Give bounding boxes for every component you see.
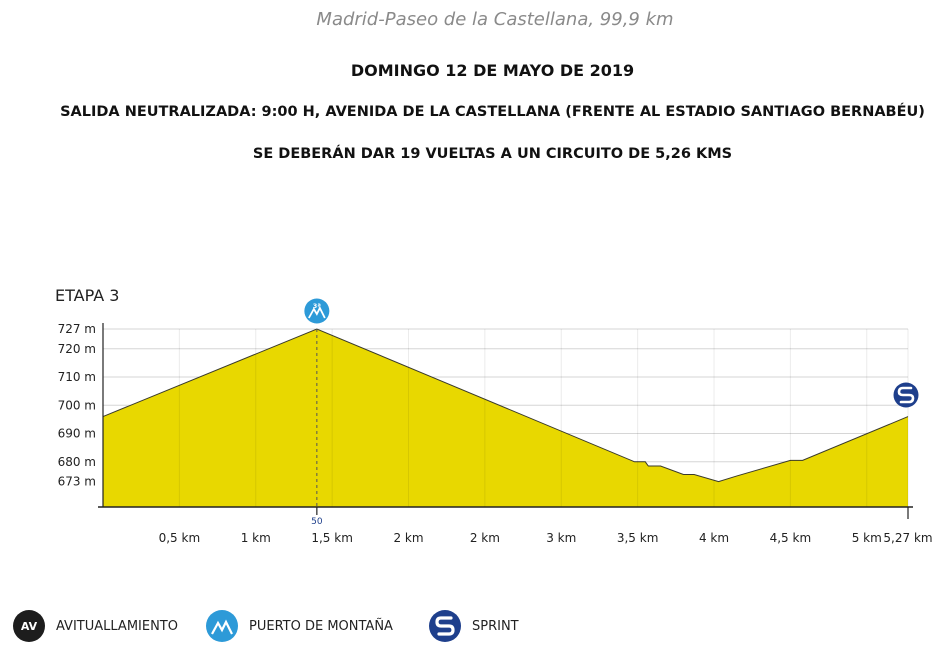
svg-text:AV: AV: [21, 620, 38, 633]
y-tick-label: 690 m: [58, 427, 96, 441]
mountain-pass-icon-peaks: [308, 305, 326, 319]
y-tick-label: 727 m: [58, 322, 96, 336]
elevation-line: [102, 328, 909, 483]
x-tick-label: 2 km: [393, 531, 423, 545]
x-tick-label: 3 km: [546, 531, 576, 545]
stage-date: DOMINGO 12 DE MAYO DE 2019: [350, 61, 635, 80]
mountain-icon: [206, 610, 238, 642]
elevation-profile-chart: 673 m 680 m 690 m 700 m 710 m 720 m 727 m 0,5 k…: [58, 298, 933, 545]
y-tick-label: 700 m: [58, 398, 96, 412]
mountain-pass-3rd-icon: [304, 298, 330, 324]
y-tick-label: 710 m: [58, 370, 96, 384]
sprint-icon: [429, 610, 461, 642]
stage-laps: SE DEBERÁN DAR 19 VUELTAS A UN CIRCUITO …: [252, 146, 733, 162]
x-tick-label: 4,5 km: [770, 531, 812, 545]
x-tick-label: 0,5 km: [159, 531, 201, 545]
x-tick-label: 4 km: [699, 531, 729, 545]
legend-item-av: AV AVITUALLAMIENTO: [12, 606, 178, 646]
x-tick-label: 1,5 km: [311, 531, 353, 545]
x-tick-label: 1 km: [241, 531, 271, 545]
x-tick-label: 5,27 km: [883, 531, 932, 545]
legend-item-sprint: SPRINT: [428, 606, 519, 646]
legend-label-sprint: SPRINT: [472, 618, 519, 634]
x-tick-label: 2 km: [470, 531, 500, 545]
av-icon: AV: [13, 610, 45, 642]
chart-title: ETAPA 3: [55, 286, 120, 305]
mountain-pass-category: 3ª: [313, 302, 322, 310]
stage-subtitle: Madrid-Paseo de la Castellana, 99,9 km: [316, 9, 674, 30]
y-tick-label: 680 m: [58, 455, 96, 469]
legend-label-av: AVITUALLAMIENTO: [56, 618, 178, 634]
sprint-icon-glyph: [897, 386, 915, 404]
elevation-area: [103, 329, 908, 507]
x-tick-label: 5 km: [852, 531, 882, 545]
legend-label-mountain: PUERTO DE MONTAÑA: [249, 618, 393, 634]
summit-km-label: 50: [311, 517, 323, 527]
x-tick-label: 3,5 km: [617, 531, 659, 545]
y-tick-label: 673 m: [58, 475, 96, 489]
legend-item-mountain: PUERTO DE MONTAÑA: [205, 606, 393, 646]
stage-start: SALIDA NEUTRALIZADA: 9:00 H, AVENIDA DE …: [60, 104, 925, 120]
y-tick-label: 720 m: [58, 342, 96, 356]
